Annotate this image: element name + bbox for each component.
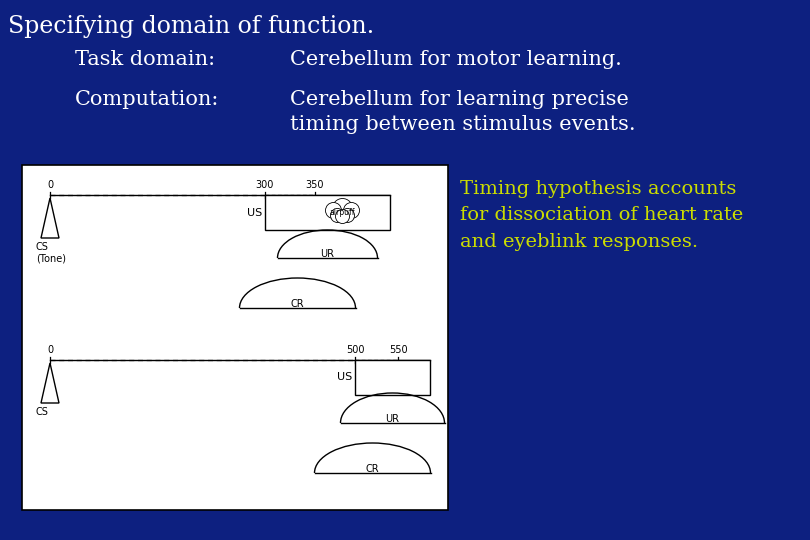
Text: 550: 550 (389, 345, 407, 355)
Circle shape (326, 202, 342, 219)
Text: 500: 500 (346, 345, 364, 355)
Text: Computation:: Computation: (75, 90, 220, 109)
Circle shape (335, 210, 349, 224)
Polygon shape (41, 198, 59, 238)
Circle shape (343, 202, 360, 219)
Bar (265, 195, 390, 230)
Text: CR: CR (291, 299, 305, 309)
Circle shape (340, 208, 355, 222)
Text: 0: 0 (47, 345, 53, 355)
Polygon shape (41, 363, 59, 403)
Text: US: US (247, 207, 262, 218)
Text: Cerebellum for motor learning.: Cerebellum for motor learning. (290, 50, 622, 69)
Text: Specifying domain of function.: Specifying domain of function. (8, 15, 374, 38)
Text: CS
(Tone): CS (Tone) (36, 242, 66, 264)
Text: CR: CR (365, 464, 379, 474)
Bar (355, 360, 430, 395)
Text: 0: 0 (47, 180, 53, 190)
Text: Cerebellum for learning precise
timing between stimulus events.: Cerebellum for learning precise timing b… (290, 90, 636, 134)
Text: 300: 300 (256, 180, 275, 190)
Text: US: US (337, 373, 352, 382)
Circle shape (332, 199, 352, 219)
Text: CS: CS (36, 407, 49, 417)
Bar (22, 165, 448, 510)
Text: 350: 350 (305, 180, 324, 190)
Text: Task domain:: Task domain: (75, 50, 215, 69)
Text: UR: UR (386, 414, 399, 424)
Text: Timing hypothesis accounts
for dissociation of heart rate
and eyeblink responses: Timing hypothesis accounts for dissociat… (460, 180, 744, 251)
Text: airpuff: airpuff (330, 208, 356, 217)
Circle shape (330, 208, 344, 222)
Text: UR: UR (321, 249, 335, 259)
